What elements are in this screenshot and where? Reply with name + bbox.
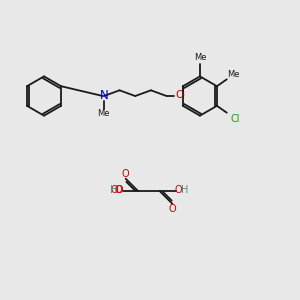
Text: O: O xyxy=(175,185,182,195)
Text: Me: Me xyxy=(98,109,110,118)
Text: Me: Me xyxy=(227,70,240,79)
Text: O: O xyxy=(115,185,122,195)
Text: O: O xyxy=(175,90,184,100)
Text: Cl: Cl xyxy=(231,114,240,124)
Text: H: H xyxy=(110,185,117,195)
Text: H: H xyxy=(181,185,188,195)
Text: O: O xyxy=(122,169,130,179)
Text: O: O xyxy=(111,185,118,195)
Text: Me: Me xyxy=(194,53,206,62)
Text: O: O xyxy=(116,185,123,195)
Text: O: O xyxy=(169,204,176,214)
Text: N: N xyxy=(100,88,108,101)
